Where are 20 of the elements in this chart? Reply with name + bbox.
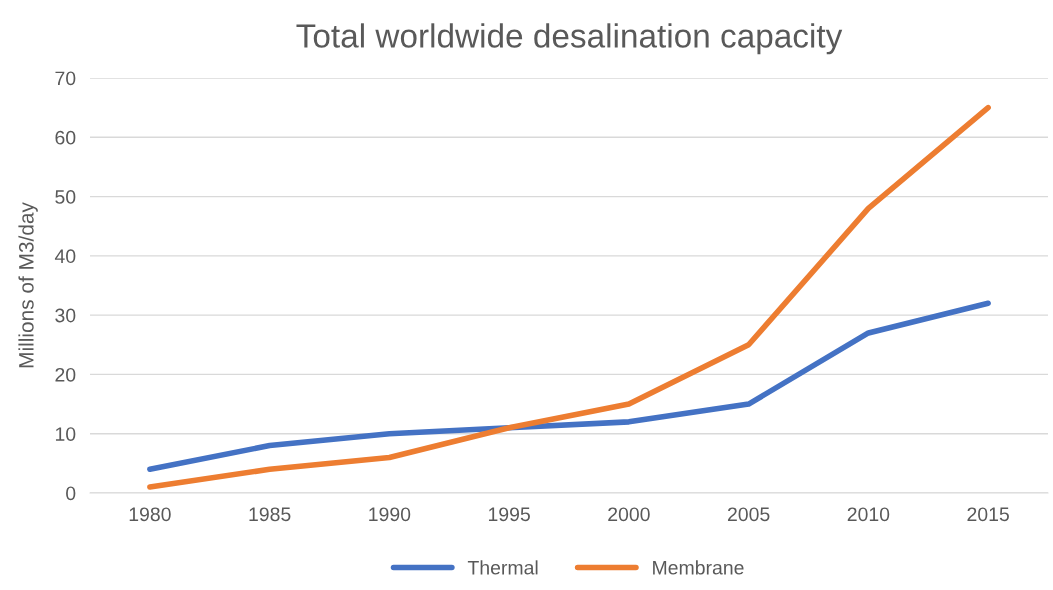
x-tick-label: 1985 [249, 507, 291, 522]
y-tick-label: 50 [55, 190, 76, 204]
x-tick-label: 1980 [129, 507, 171, 522]
y-tick-label: 10 [55, 427, 76, 441]
x-tick-label: 1990 [369, 507, 411, 522]
y-tick-label: 40 [54, 249, 76, 264]
y-tick-label: 30 [55, 308, 76, 323]
legend-label: Thermal [467, 560, 538, 575]
x-tick-label: 2000 [608, 507, 650, 522]
y-tick-label: 20 [55, 367, 76, 382]
x-tick-label: 2015 [967, 507, 1009, 522]
legend-label: Membrane [653, 560, 744, 575]
x-tick-label: 2005 [727, 507, 770, 522]
y-axis-title: Millions of M3/day [18, 202, 38, 368]
y-tick-label: 0 [66, 486, 76, 501]
y-tick-label: 70 [55, 71, 76, 86]
x-tick-label: 2010 [847, 507, 890, 522]
x-tick-label: 1995 [488, 507, 530, 522]
y-tick-label: 60 [55, 130, 76, 145]
chart-title: Total worldwide desalination capacity [296, 23, 843, 55]
